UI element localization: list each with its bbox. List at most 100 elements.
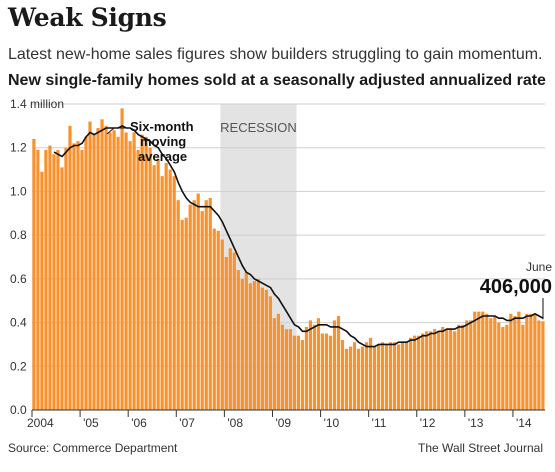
bar xyxy=(421,333,425,410)
chart-subtitle: Latest new-home sales figures show build… xyxy=(8,46,543,63)
bar xyxy=(244,272,248,410)
bar xyxy=(152,165,156,410)
x-tick-label: '10 xyxy=(324,416,340,430)
bar xyxy=(88,121,92,410)
bar xyxy=(465,320,469,410)
x-axis-ticks: 2004 '05 '06 '07 '08 '09 '10 '11 '12 '13 '14 xyxy=(27,410,532,430)
bar xyxy=(316,318,321,410)
bar xyxy=(368,337,373,410)
bar xyxy=(60,167,64,410)
bar xyxy=(344,348,349,410)
bar xyxy=(384,344,389,410)
bar xyxy=(529,313,533,410)
bar xyxy=(108,132,112,410)
bar xyxy=(473,311,477,410)
bar xyxy=(505,324,509,410)
latest-month-label: June xyxy=(526,260,552,274)
bar xyxy=(32,138,36,410)
bar xyxy=(312,324,317,410)
bar xyxy=(501,326,505,410)
bar xyxy=(140,134,144,410)
bar xyxy=(493,316,497,410)
bar xyxy=(292,335,297,410)
bar xyxy=(300,340,305,410)
bar xyxy=(308,320,313,410)
bar xyxy=(461,324,465,410)
bar xyxy=(388,342,393,410)
bar xyxy=(336,316,341,410)
bar xyxy=(44,149,48,410)
bar xyxy=(425,331,429,410)
bar xyxy=(340,340,345,410)
bar xyxy=(180,219,184,410)
bar xyxy=(433,329,437,410)
recession-label: RECESSION xyxy=(220,120,297,135)
y-tick-label: 1.4 million xyxy=(10,97,64,111)
bar xyxy=(120,108,124,410)
bar xyxy=(485,313,489,410)
bar xyxy=(296,335,301,410)
y-axis-ticks: 0.0 0.2 0.4 0.6 0.8 1.0 1.2 1.4 million xyxy=(10,97,64,417)
bar xyxy=(72,143,76,411)
bar xyxy=(168,169,172,410)
bar xyxy=(401,342,405,410)
bar xyxy=(220,239,224,410)
bar xyxy=(260,287,264,410)
bar xyxy=(525,313,529,410)
x-tick-label: '12 xyxy=(420,416,436,430)
bar xyxy=(509,313,513,410)
bar xyxy=(324,333,329,410)
y-tick-label: 0.8 xyxy=(10,228,27,242)
y-tick-label: 0.4 xyxy=(10,316,27,330)
bar xyxy=(148,147,152,410)
bar xyxy=(188,204,192,410)
bar xyxy=(216,230,220,410)
bar xyxy=(80,149,84,410)
bar xyxy=(124,132,128,410)
bar xyxy=(276,313,280,410)
bar xyxy=(352,342,357,410)
bar xyxy=(248,283,252,410)
bar xyxy=(541,321,545,410)
x-tick-label: '07 xyxy=(179,416,195,430)
bar xyxy=(537,320,541,410)
x-tick-label: '14 xyxy=(516,416,532,430)
bar xyxy=(228,248,232,410)
bar xyxy=(356,348,361,410)
bar xyxy=(96,128,100,411)
bar xyxy=(360,346,365,410)
x-tick-label: 2004 xyxy=(27,416,54,430)
bar xyxy=(437,331,441,410)
x-tick-label: '06 xyxy=(131,416,147,430)
x-tick-label: '09 xyxy=(275,416,291,430)
y-tick-label: 0.2 xyxy=(10,359,27,373)
moving-average-line xyxy=(53,124,544,348)
bar xyxy=(497,322,501,410)
bar xyxy=(272,318,276,410)
bar xyxy=(156,158,160,410)
bar xyxy=(348,346,353,410)
moving-average-label-line1: Six-month xyxy=(130,119,194,134)
bar xyxy=(513,316,517,410)
bar xyxy=(192,200,196,410)
bar xyxy=(112,130,116,410)
x-tick-label: '08 xyxy=(227,416,243,430)
bar xyxy=(252,281,256,410)
y-tick-label: 0.6 xyxy=(10,272,27,286)
bar xyxy=(184,217,188,410)
bar xyxy=(92,134,96,410)
bar xyxy=(172,176,176,410)
bar xyxy=(232,252,236,410)
bar xyxy=(64,147,68,410)
bar-series xyxy=(32,108,545,411)
bar xyxy=(200,211,204,410)
bar xyxy=(104,125,108,410)
bar xyxy=(409,337,413,410)
bar xyxy=(533,313,537,410)
x-tick-label: '11 xyxy=(372,416,387,430)
bar xyxy=(100,119,104,411)
bar xyxy=(469,320,473,410)
bar xyxy=(264,289,268,410)
publisher-credit: The Wall Street Journal xyxy=(418,441,543,455)
bar xyxy=(429,331,433,410)
